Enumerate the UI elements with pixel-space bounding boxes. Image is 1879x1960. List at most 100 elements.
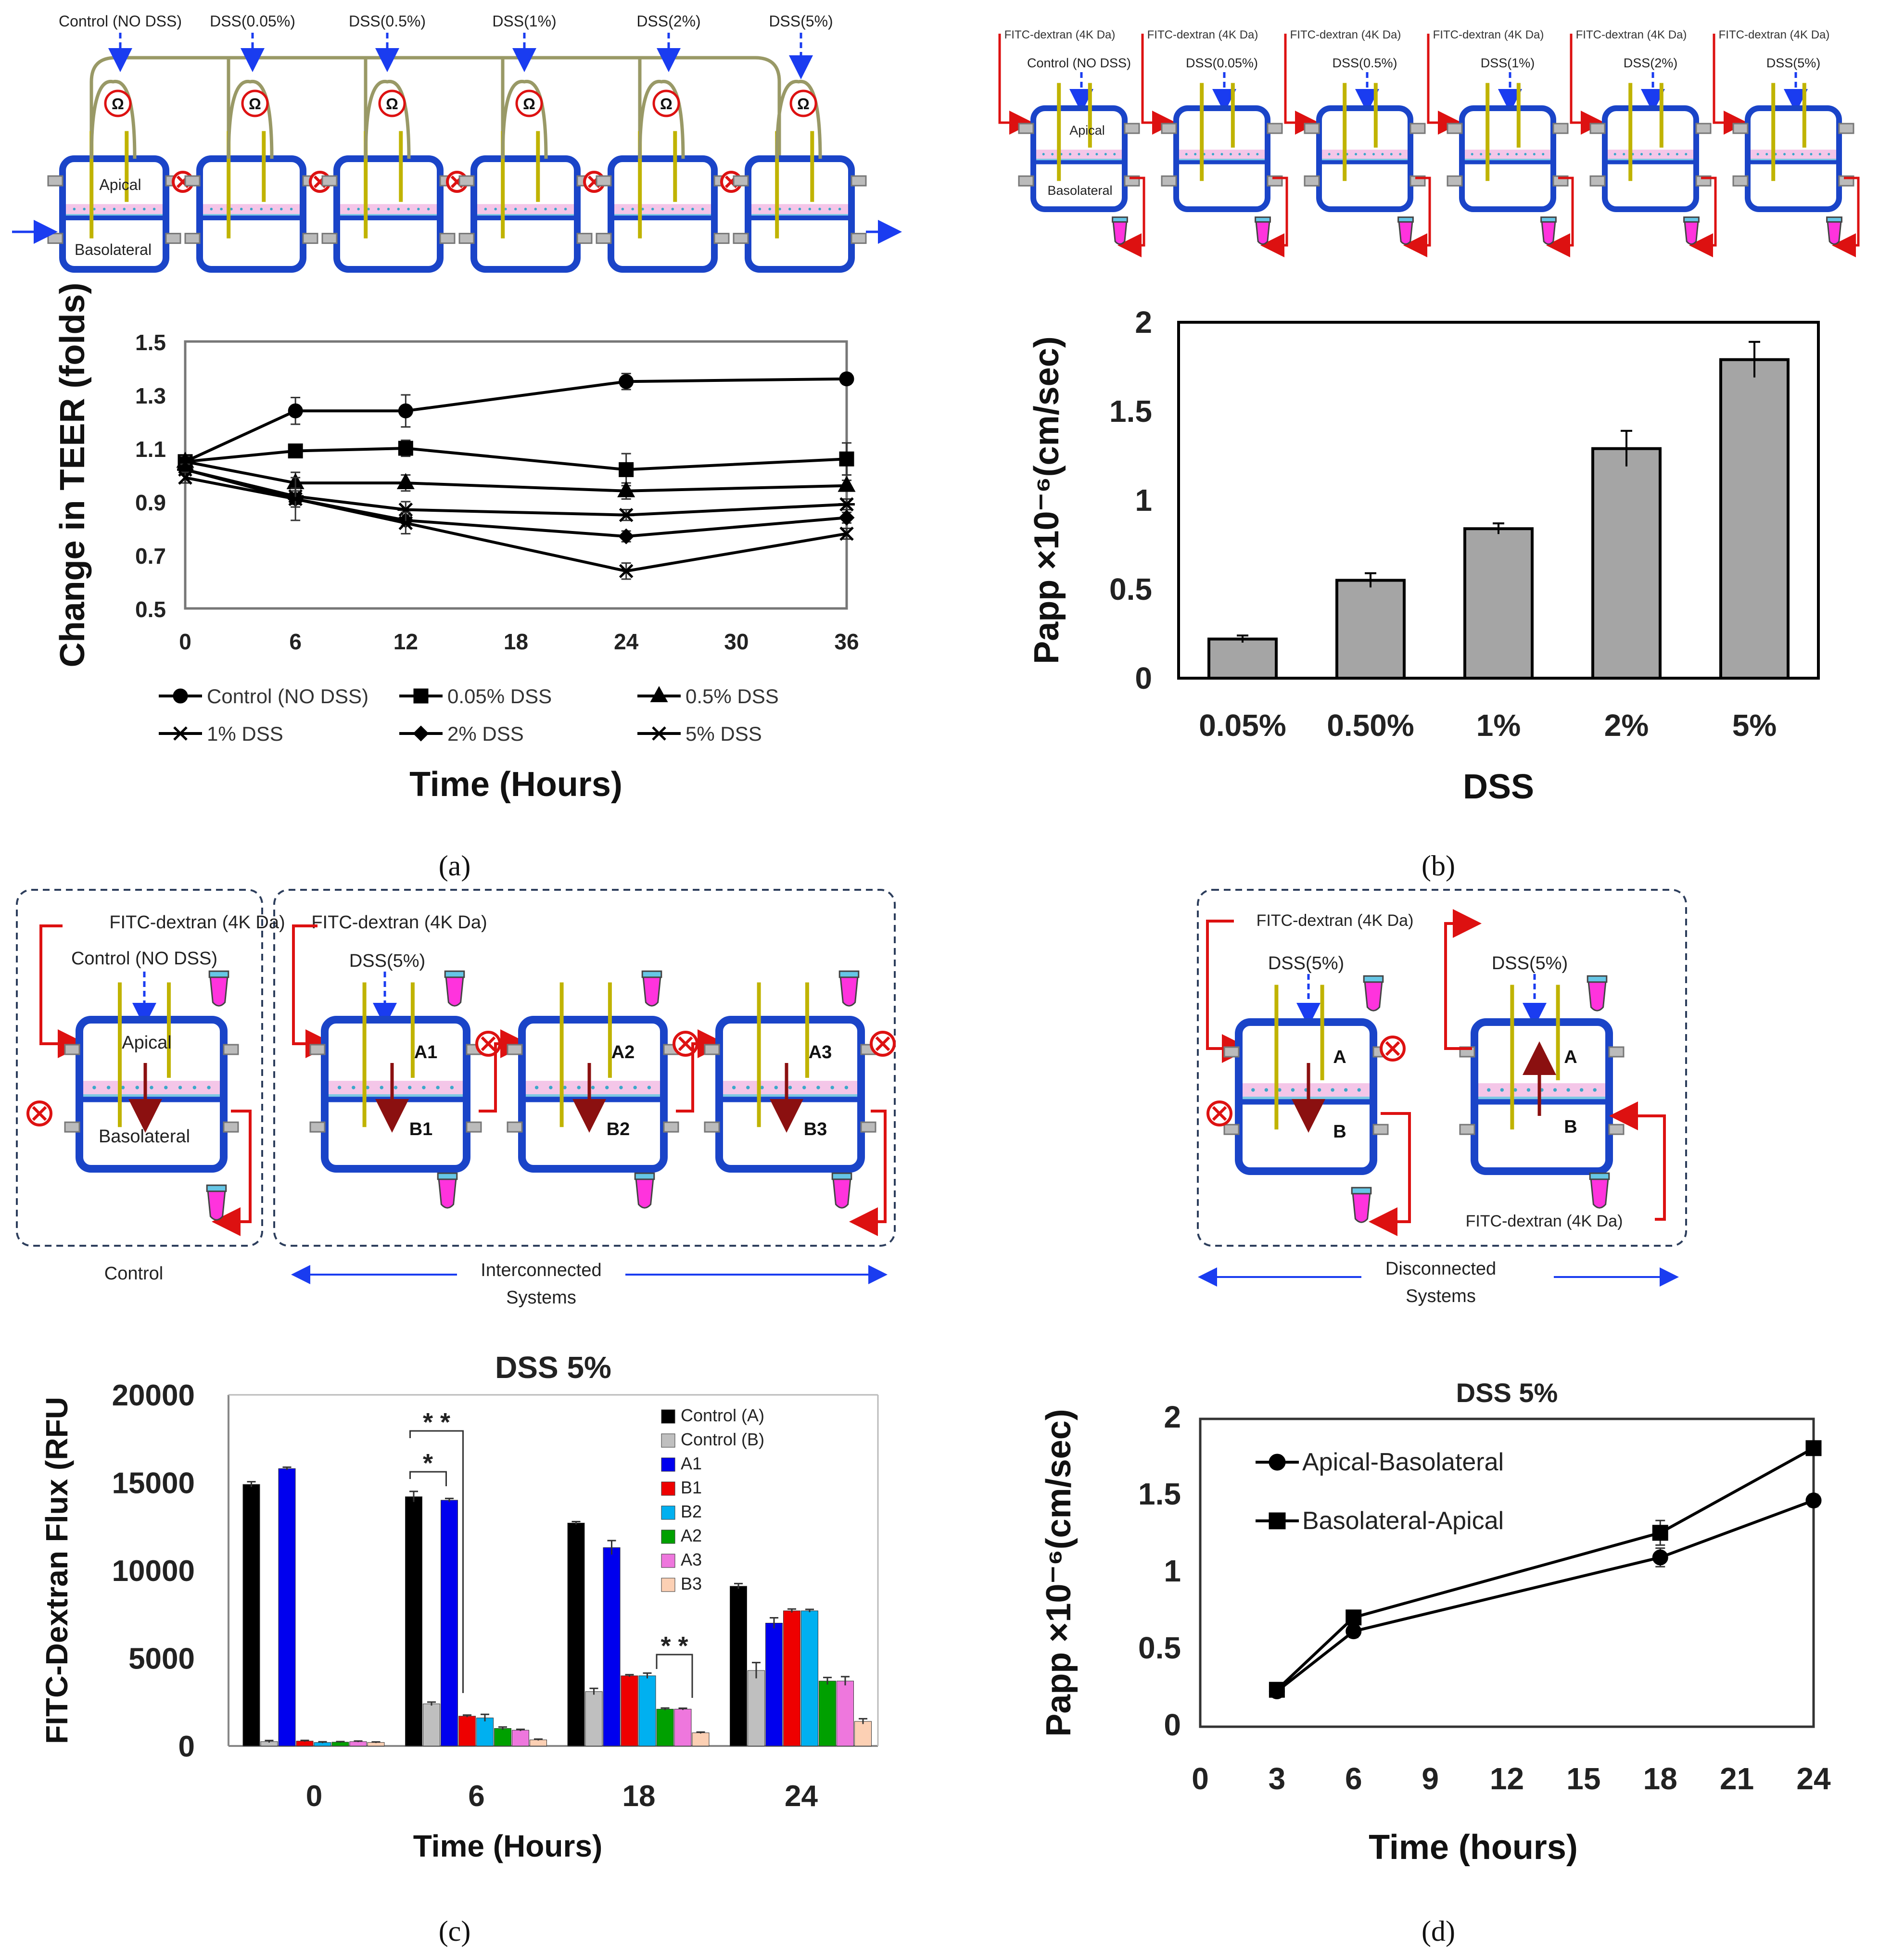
cell [830, 1086, 834, 1089]
diagram-b-label: DSS(2%) [1624, 56, 1678, 70]
y-tick-label: 0 [178, 1730, 195, 1763]
cell [113, 207, 116, 211]
ohm-icon [515, 89, 543, 117]
data-point [398, 441, 413, 456]
x-tick-label: 15 [1566, 1761, 1600, 1796]
port [1447, 175, 1463, 187]
valve-icon-cross [1212, 1106, 1227, 1121]
y-tick-label: 1 [1135, 483, 1152, 518]
diagram-a-label: DSS(1%) [492, 13, 556, 30]
series-line [185, 460, 847, 493]
cell [1524, 153, 1527, 156]
bar [603, 1547, 621, 1746]
cell [1566, 1088, 1570, 1092]
cell [1810, 153, 1813, 156]
sample-tube-cap [444, 970, 465, 978]
cell [1783, 153, 1786, 156]
plot-frame [184, 340, 848, 610]
cell [1613, 153, 1616, 156]
bar [494, 1728, 511, 1746]
sample-tube [1112, 220, 1128, 245]
fitc-inlet [1427, 34, 1462, 135]
data-point [839, 451, 854, 467]
cell [92, 1086, 96, 1089]
teer-loop [364, 79, 411, 159]
x-tick-label: 2% [1604, 708, 1649, 743]
cell [1526, 1088, 1531, 1092]
basolateral-label: Basolateral [99, 1126, 190, 1147]
cell [605, 1086, 609, 1089]
cell [1086, 153, 1089, 156]
bar [1335, 579, 1406, 680]
cell [73, 207, 76, 211]
cell [1229, 153, 1232, 156]
legend-marker [173, 688, 188, 704]
port [704, 1121, 720, 1133]
membrane-cells [1179, 159, 1265, 162]
legend-marker [650, 686, 668, 702]
port [1161, 123, 1177, 134]
cell [1194, 153, 1197, 156]
bar [242, 1484, 260, 1746]
cell [422, 1086, 426, 1089]
cell [641, 207, 644, 211]
y-tick-label: 20000 [112, 1379, 195, 1412]
cell [230, 207, 233, 211]
cell [1247, 153, 1250, 156]
y-tick-label: 0.9 [135, 490, 166, 515]
data-point [178, 470, 192, 485]
diagram-a-label: DSS(0.5%) [349, 13, 426, 30]
cell [133, 207, 136, 211]
apical-label: Apical [99, 176, 141, 193]
cell [554, 207, 557, 211]
port [1608, 1124, 1625, 1135]
cell [549, 1086, 553, 1089]
membrane-cells [526, 1094, 660, 1098]
legend-label: A2 [681, 1526, 702, 1545]
bar [801, 1610, 818, 1746]
valve-icon-cross [1385, 1041, 1400, 1056]
data-point [1346, 1609, 1362, 1626]
cell [619, 1086, 623, 1089]
sample-tube-cap [1112, 216, 1128, 223]
disconnected-caption: Systems [1406, 1286, 1476, 1306]
port [458, 175, 475, 187]
port [596, 175, 612, 187]
port [223, 1044, 239, 1055]
panel-b-diagram: FITC-dextran (4K Da) Control (NO DSS) FITC… [998, 28, 1860, 257]
cell [1792, 153, 1795, 156]
plot-frame [1199, 1417, 1815, 1728]
interconnected-box [273, 889, 896, 1247]
port [704, 1044, 720, 1055]
port [1161, 175, 1177, 187]
chamber-a-label: A2 [611, 1042, 635, 1062]
sample-tube [832, 1177, 851, 1209]
legend-swatch [661, 1578, 675, 1592]
outlet-tube [1403, 177, 1431, 257]
cell [1579, 1088, 1584, 1092]
fitc-label: FITC-dextran (4K Da) [1004, 28, 1116, 41]
outlet-tube [1444, 909, 1482, 1050]
fitc-inlet [39, 924, 87, 1058]
cell [691, 207, 694, 211]
cell [577, 1086, 581, 1089]
cell [1828, 153, 1830, 156]
cell [377, 207, 380, 211]
legend-marker [413, 725, 429, 742]
port [184, 233, 201, 244]
membrane-cells [340, 214, 437, 217]
x-tick-label: 1% [1476, 708, 1521, 743]
bar [331, 1742, 349, 1746]
y-tick-label: 0 [1135, 661, 1152, 695]
series-line [185, 446, 847, 471]
cell [337, 1086, 342, 1089]
legend-swatch [661, 1481, 675, 1496]
bar [1207, 637, 1278, 680]
cell [808, 207, 812, 211]
cell [774, 1086, 778, 1089]
cell [844, 1086, 849, 1089]
panel-c-diagram: FITC-dextran (4K Da) Control (NO DSS) Apic… [16, 889, 896, 1308]
cell [1291, 1088, 1295, 1092]
diagram-b-label: DSS(5%) [1766, 56, 1821, 70]
